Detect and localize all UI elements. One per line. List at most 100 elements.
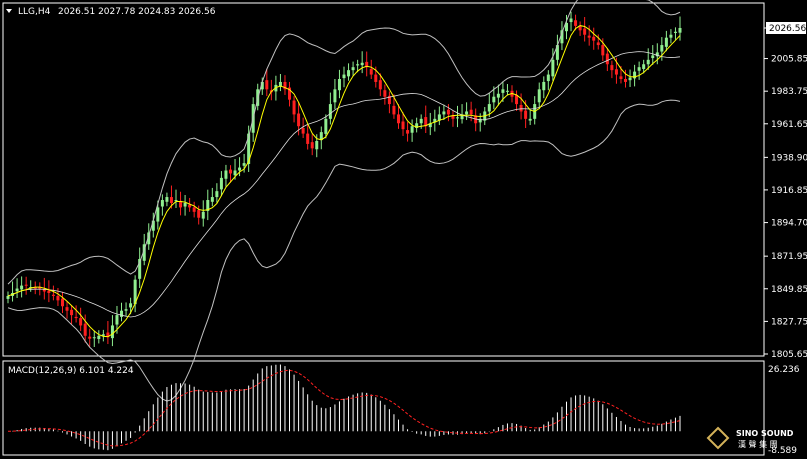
candle-body xyxy=(419,118,423,124)
candle-body xyxy=(664,37,668,47)
candle-body xyxy=(555,45,559,60)
candle-body xyxy=(56,295,60,301)
candle-body xyxy=(637,67,641,71)
candle-body xyxy=(542,81,546,91)
main-plot-frame xyxy=(2,2,765,357)
candle-body xyxy=(460,114,464,120)
candle-body xyxy=(347,70,351,77)
candle-body xyxy=(560,30,564,44)
candle-body xyxy=(610,65,614,71)
bollinger-middle-line xyxy=(7,51,681,318)
candle-body xyxy=(283,81,287,90)
candle-body xyxy=(587,35,591,38)
candle-body xyxy=(528,118,532,121)
candle-body xyxy=(24,284,28,286)
candle-body xyxy=(292,100,296,115)
logo-text-en: SINO SOUND xyxy=(736,429,794,438)
candle-body xyxy=(551,59,555,77)
candle-body xyxy=(578,25,582,31)
candle-body xyxy=(206,200,210,211)
candle-body xyxy=(546,74,550,82)
candle-body xyxy=(351,67,355,71)
candle-body xyxy=(51,294,55,296)
candle-body xyxy=(396,114,400,124)
candle-body xyxy=(365,61,369,68)
candle-body xyxy=(174,200,178,202)
logo-diamond-icon xyxy=(706,426,730,450)
candle-body xyxy=(33,287,37,289)
current-price-box xyxy=(766,22,806,34)
candle-body xyxy=(38,286,42,289)
candle-body xyxy=(624,79,628,82)
candle-body xyxy=(6,295,10,299)
price-axis-label: 1827.75 xyxy=(771,317,807,327)
macd-signal-line xyxy=(7,369,681,447)
triangle-down-icon[interactable] xyxy=(6,9,12,13)
price-axis-label: 1961.65 xyxy=(771,120,807,130)
price-axis-label: 1894.70 xyxy=(771,219,807,229)
logo-text-cn: 漢 聲 集 團 xyxy=(738,439,778,449)
candle-body xyxy=(328,104,332,119)
candle-body xyxy=(456,117,460,119)
candle-body xyxy=(642,64,646,69)
candle-body xyxy=(501,89,505,93)
candle-body xyxy=(65,307,69,311)
candle-body xyxy=(210,197,214,202)
candle-body xyxy=(660,45,664,52)
candle-body xyxy=(337,79,341,91)
candle-body xyxy=(183,202,187,207)
macd-title: MACD(12,26,9) 6.101 4.224 xyxy=(8,366,134,376)
candle-body xyxy=(515,94,519,105)
candle-body xyxy=(619,76,623,80)
candle-body xyxy=(278,81,282,87)
candle-body xyxy=(469,109,473,115)
price-axis-label: 1938.90 xyxy=(771,153,807,163)
candle-body xyxy=(215,191,219,198)
candle-body xyxy=(297,113,301,127)
candle-body xyxy=(383,90,387,97)
candle-body xyxy=(233,170,237,176)
candle-body xyxy=(129,303,133,308)
macd-plot-frame xyxy=(2,360,765,456)
candle-body xyxy=(83,323,87,336)
candle-body xyxy=(564,22,568,32)
candle-body xyxy=(242,163,246,166)
macd-axis-bottom: -8.589 xyxy=(768,446,797,456)
candle-body xyxy=(88,336,92,339)
candle-body xyxy=(356,64,360,66)
candle-body xyxy=(188,204,192,208)
macd-axis-top: 26.236 xyxy=(768,365,800,375)
candle-body xyxy=(678,28,682,33)
candle-body xyxy=(228,169,232,174)
candle-body xyxy=(79,318,83,326)
candle-body xyxy=(446,109,450,115)
candle-body xyxy=(369,68,373,75)
candle-body xyxy=(124,309,128,311)
candle-body xyxy=(260,81,264,90)
candle-body xyxy=(306,133,310,144)
candle-body xyxy=(378,80,382,90)
candle-body xyxy=(115,315,119,325)
symbol-label: LLG,H4 xyxy=(18,7,51,17)
candle-body xyxy=(151,220,155,231)
candle-body xyxy=(605,53,609,65)
bollinger-lower-line xyxy=(7,99,681,402)
candle-body xyxy=(519,104,523,112)
candle-body xyxy=(574,20,578,26)
candle-body xyxy=(410,126,414,133)
candle-body xyxy=(219,177,223,190)
candle-body xyxy=(387,95,391,105)
candle-body xyxy=(333,89,337,103)
candle-body xyxy=(147,232,151,245)
price-axis-label: 1983.75 xyxy=(771,87,807,97)
candle-body xyxy=(110,325,114,339)
candle-body xyxy=(133,279,137,305)
candle-body xyxy=(47,290,51,293)
candle-body xyxy=(646,59,650,65)
price-axis-label: 1916.85 xyxy=(771,186,807,196)
candle-body xyxy=(601,45,605,56)
candle-body xyxy=(92,337,96,339)
